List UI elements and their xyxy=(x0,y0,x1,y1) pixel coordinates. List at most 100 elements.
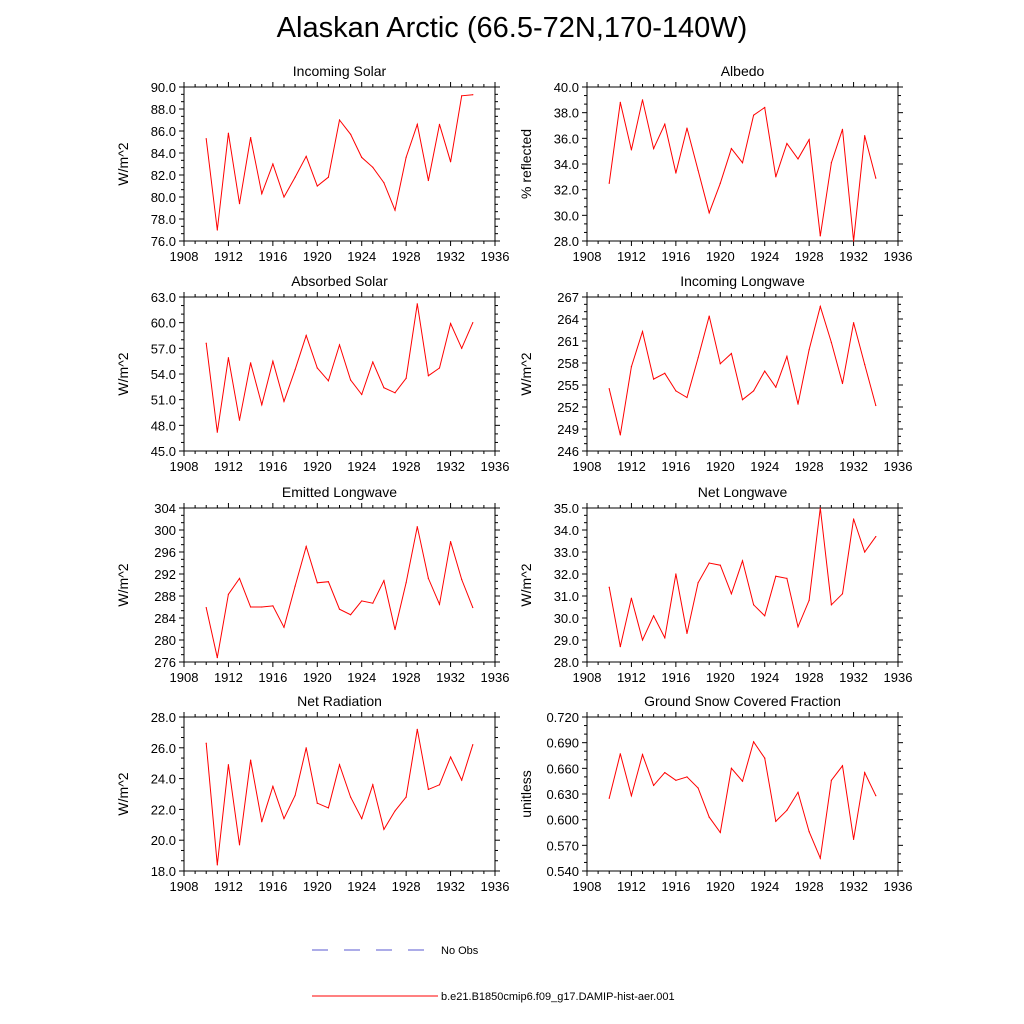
y-tick-label: 60.0 xyxy=(151,316,176,331)
y-tick-label: 258 xyxy=(557,356,579,371)
data-point xyxy=(250,606,252,608)
panel-title: Albedo xyxy=(721,63,765,79)
x-tick-label: 1924 xyxy=(347,879,376,894)
y-tick-label: 48.0 xyxy=(151,418,176,433)
series-line xyxy=(205,526,474,658)
data-point xyxy=(361,393,363,396)
x-tick-label: 1924 xyxy=(347,249,376,264)
data-point xyxy=(608,797,610,799)
data-point xyxy=(472,322,474,324)
data-point xyxy=(653,378,655,380)
x-tick-label: 1912 xyxy=(214,459,243,474)
y-tick-label: 28.0 xyxy=(151,710,176,725)
data-point xyxy=(205,606,207,609)
data-point xyxy=(664,123,666,125)
data-point xyxy=(875,536,877,538)
data-point xyxy=(775,820,777,822)
data-point xyxy=(608,182,610,184)
x-tick-label: 1924 xyxy=(750,459,779,474)
x-tick-label: 1912 xyxy=(214,249,243,264)
data-point xyxy=(619,753,621,755)
x-tick-label: 1908 xyxy=(170,670,199,685)
chart-panel-6: Net Radiation W/m^2 1908 1912 1916 1920 1924 19… xyxy=(115,693,509,894)
data-point xyxy=(864,551,866,553)
plot-frame xyxy=(586,716,899,872)
y-tick-label: 30.0 xyxy=(554,208,579,223)
data-point xyxy=(272,163,274,165)
y-axis-label: W/m^2 xyxy=(115,142,131,185)
y-tick-label: 32.0 xyxy=(554,183,579,198)
data-point xyxy=(852,838,855,840)
chart-panel-1: Albedo % reflected 1908 1912 1916 1920 1924 192… xyxy=(518,63,912,264)
data-point xyxy=(372,784,374,786)
data-point xyxy=(216,657,218,659)
x-tick-label: 1908 xyxy=(170,459,199,474)
y-tick-label: 63.0 xyxy=(151,290,176,305)
data-point xyxy=(819,507,821,509)
x-tick-label: 1916 xyxy=(661,879,690,894)
y-tick-label: 276 xyxy=(154,655,176,670)
x-tick-label: 1932 xyxy=(436,670,465,685)
panel-title: Net Longwave xyxy=(698,484,788,500)
data-point xyxy=(719,564,721,566)
data-point xyxy=(808,599,810,602)
x-tick-label: 1936 xyxy=(884,459,913,474)
y-tick-label: 292 xyxy=(154,567,176,582)
data-point xyxy=(764,370,766,372)
x-tick-label: 1936 xyxy=(481,879,510,894)
y-tick-label: 255 xyxy=(557,378,579,393)
data-point xyxy=(338,608,341,610)
y-tick-label: 33.0 xyxy=(554,545,579,560)
data-point xyxy=(427,788,429,790)
x-tick-label: 1932 xyxy=(839,670,868,685)
data-point xyxy=(730,352,732,355)
data-point xyxy=(819,305,821,308)
data-point xyxy=(686,396,688,399)
data-point xyxy=(619,646,621,648)
data-point xyxy=(664,637,666,639)
x-tick-label: 1924 xyxy=(750,879,779,894)
data-point xyxy=(227,764,230,766)
data-point xyxy=(350,133,352,135)
data-point xyxy=(664,772,666,774)
y-tick-label: 88.0 xyxy=(151,102,176,117)
x-tick-label: 1908 xyxy=(573,670,602,685)
data-point xyxy=(394,392,396,394)
series-line xyxy=(608,99,877,242)
data-point xyxy=(338,119,341,121)
data-point xyxy=(394,810,396,812)
data-point xyxy=(653,615,655,617)
data-point xyxy=(372,361,374,363)
data-point xyxy=(841,593,844,595)
panel-title: Incoming Longwave xyxy=(680,273,805,289)
data-point xyxy=(372,166,374,168)
x-tick-label: 1920 xyxy=(303,249,332,264)
data-point xyxy=(405,156,407,158)
x-tick-label: 1928 xyxy=(795,879,824,894)
data-point xyxy=(841,128,844,130)
y-tick-label: 78.0 xyxy=(151,212,176,227)
data-point xyxy=(730,767,732,769)
y-tick-label: 300 xyxy=(154,523,176,538)
x-tick-label: 1916 xyxy=(258,879,287,894)
data-point xyxy=(697,169,699,172)
data-point xyxy=(786,355,788,357)
y-tick-label: 246 xyxy=(557,444,579,459)
data-point xyxy=(438,603,441,605)
data-point xyxy=(261,404,263,406)
data-point xyxy=(272,605,274,607)
figure-title: Alaskan Arctic (66.5-72N,170-140W) xyxy=(276,12,748,44)
data-point xyxy=(205,138,207,140)
data-point xyxy=(641,639,644,641)
data-point xyxy=(350,614,352,616)
y-tick-label: 24.0 xyxy=(151,772,176,787)
data-point xyxy=(819,857,821,859)
data-point xyxy=(630,795,633,797)
data-point xyxy=(316,802,318,804)
data-point xyxy=(630,149,633,151)
x-tick-label: 1932 xyxy=(436,249,465,264)
chart-panel-5: Net Longwave W/m^2 1908 1912 1916 1920 1924 192… xyxy=(518,484,912,685)
data-point xyxy=(394,209,396,211)
series-line xyxy=(608,740,877,861)
y-tick-label: 36.0 xyxy=(554,131,579,146)
